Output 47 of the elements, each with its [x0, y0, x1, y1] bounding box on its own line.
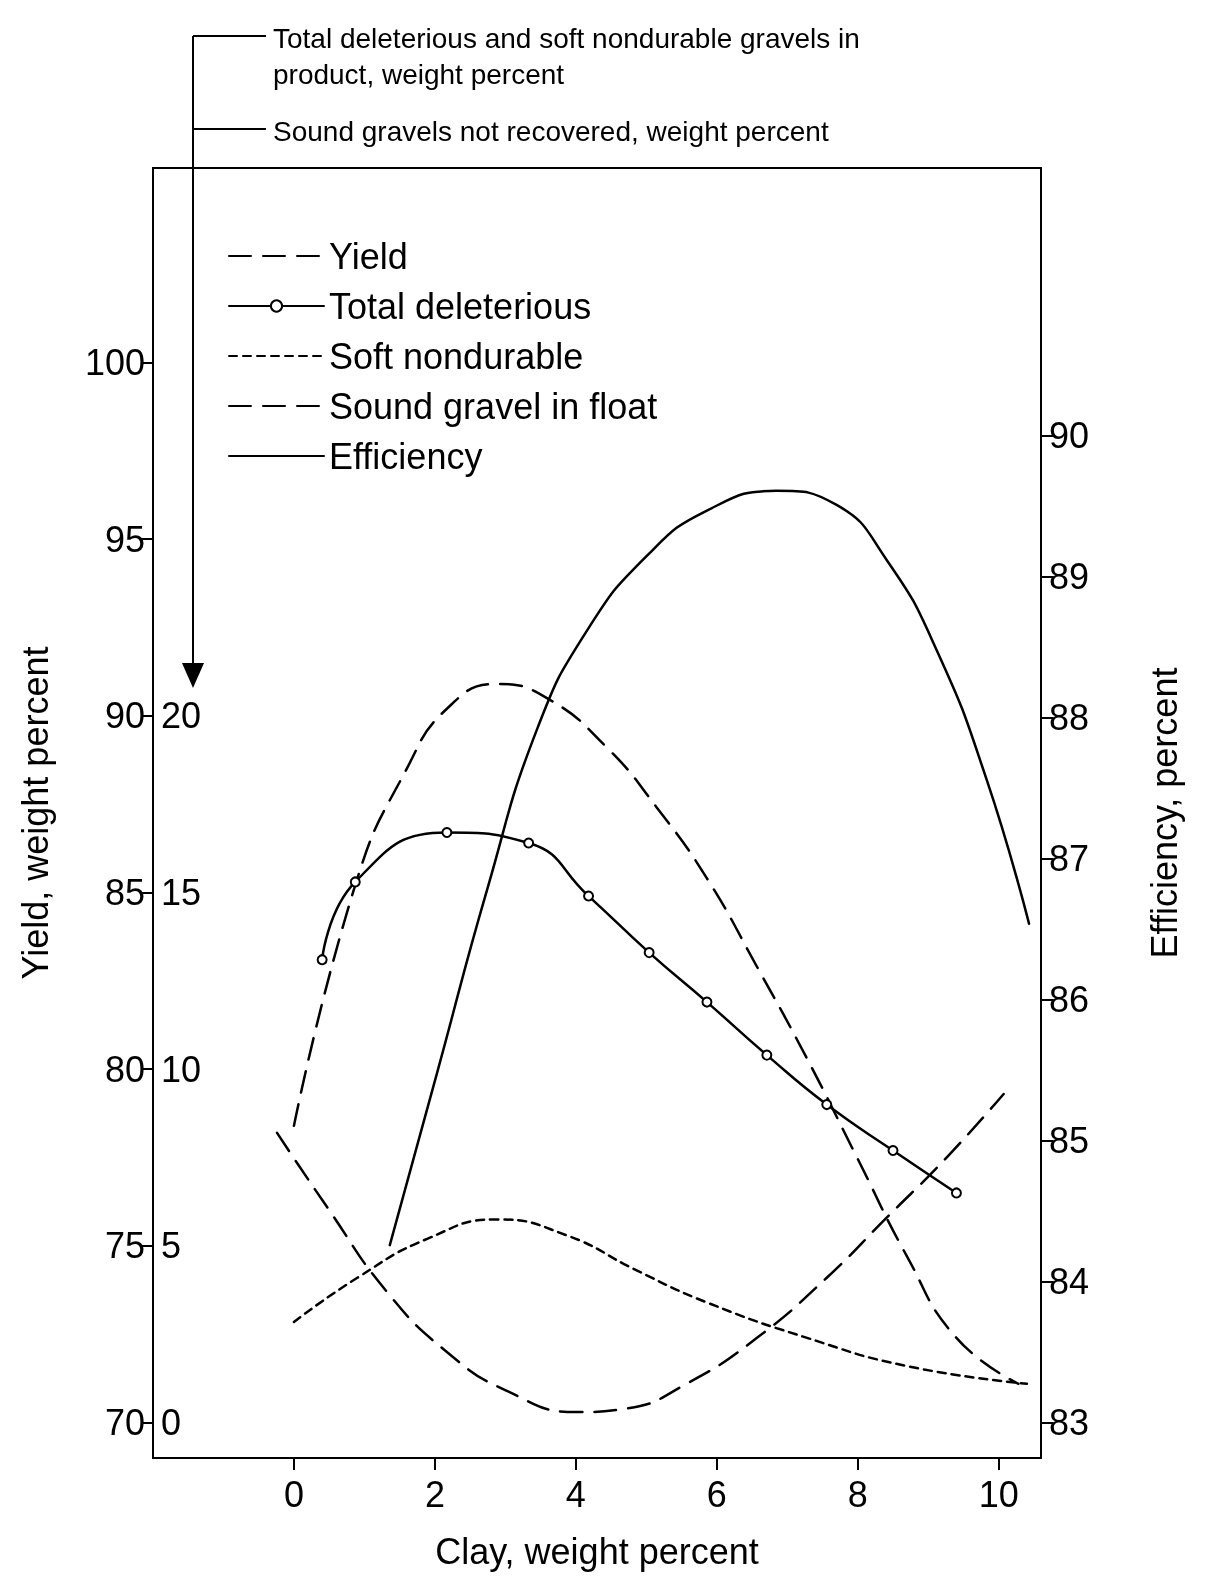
y3-tick-label: 5 — [161, 1225, 182, 1267]
y3-tick-label: 15 — [161, 872, 202, 914]
y2-tick-label: 88 — [1049, 697, 1090, 739]
point — [821, 1099, 833, 1111]
y-tick-label: 100 — [84, 341, 145, 383]
y3-tick-label: 20 — [161, 695, 202, 737]
point — [441, 826, 453, 838]
y2-axis-title: Efficiency, percent — [1143, 667, 1185, 959]
x-tick-label: 0 — [283, 1473, 304, 1515]
x-tick-label: 4 — [565, 1473, 586, 1515]
y-tick-label: 90 — [104, 695, 145, 737]
x-axis-title: Clay, weight percent — [435, 1530, 759, 1572]
legend-label: Yield — [329, 235, 408, 277]
y3-tick-label: 10 — [161, 1048, 202, 1090]
y-tick-label: 95 — [104, 518, 145, 560]
point — [643, 947, 655, 959]
y-tick-label: 80 — [104, 1048, 145, 1090]
y2-tick-label: 85 — [1049, 1120, 1090, 1162]
point — [316, 954, 328, 966]
point — [701, 996, 713, 1008]
point — [887, 1145, 899, 1157]
y2-tick-label: 84 — [1049, 1261, 1090, 1303]
legend-label: Sound gravel in float — [329, 385, 658, 427]
y2-tick-label: 86 — [1049, 979, 1090, 1021]
point — [523, 837, 535, 849]
x-tick-label: 8 — [847, 1473, 868, 1515]
y2-tick-label: 90 — [1049, 415, 1090, 457]
x-tick-label: 6 — [706, 1473, 727, 1515]
point — [583, 890, 595, 902]
y3-tick-label: 0 — [161, 1402, 182, 1444]
y-axis-title: Yield, weight percent — [14, 646, 56, 980]
x-tick-label: 2 — [424, 1473, 445, 1515]
y-tick-label: 75 — [104, 1225, 145, 1267]
point — [349, 876, 361, 888]
point — [950, 1187, 962, 1199]
point — [761, 1049, 773, 1061]
y-tick-label: 85 — [104, 872, 145, 914]
text: Total deleterious and soft nondurable gravels in product, weight percent — [273, 22, 868, 90]
text: Sound gravels not recovered, weight percent — [273, 115, 829, 147]
legend-label: Total deleterious — [329, 285, 592, 327]
y2-tick-label: 87 — [1049, 838, 1090, 880]
legend-label: Efficiency — [329, 435, 483, 477]
y2-tick-label: 89 — [1049, 556, 1090, 598]
y-tick-label: 70 — [104, 1402, 145, 1444]
x-tick-label: 10 — [978, 1473, 1019, 1515]
legend-label: Soft nondurable — [329, 335, 584, 377]
y2-tick-label: 83 — [1049, 1402, 1090, 1444]
